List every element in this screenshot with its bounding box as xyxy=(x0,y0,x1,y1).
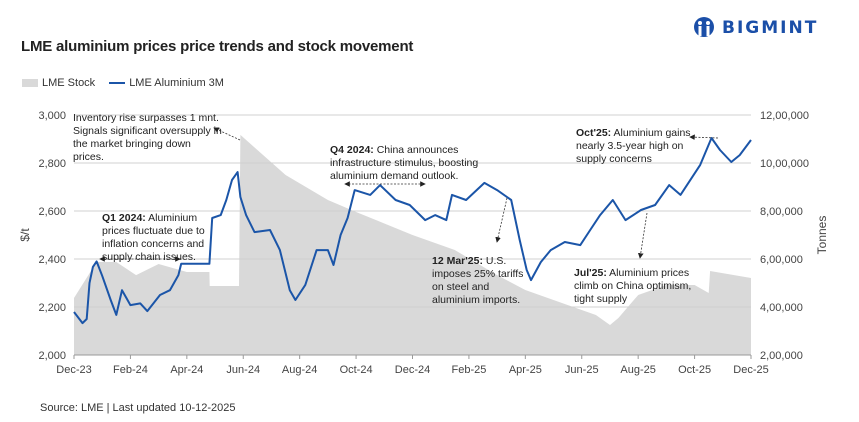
annotation-jul-2025: Jul'25: Aluminium prices climb on China … xyxy=(574,267,692,305)
legend-label-stock: LME Stock xyxy=(42,77,96,89)
x-tick-label: Aug-24 xyxy=(282,364,317,376)
brand-name: BIGMINT xyxy=(722,18,819,38)
inventory-arrow xyxy=(213,127,241,141)
legend-swatch-stock xyxy=(22,79,38,87)
annotation-q4-2024: Q4 2024: China announces infrastructure … xyxy=(330,144,479,182)
chart-title: LME aluminium prices price trends and st… xyxy=(21,38,414,55)
source-note: Source: LME | Last updated 10-12-2025 xyxy=(40,402,236,414)
annotation-mar-2025: 12 Mar'25: U.S. imposes 25% tariffs on s… xyxy=(432,255,524,306)
y-axis-title-left: $/t xyxy=(18,228,32,242)
x-tick-label: Aug-25 xyxy=(620,364,655,376)
bigmint-logo-icon xyxy=(694,17,714,37)
x-tick-label: Dec-24 xyxy=(395,364,430,376)
x-tick-label: Jun-25 xyxy=(565,364,599,376)
y-tick-right: 10,00,000 xyxy=(760,158,809,170)
x-tick-label: Feb-24 xyxy=(113,364,148,376)
y-tick-left: 2,200 xyxy=(38,302,66,314)
y-tick-left: 2,600 xyxy=(38,206,66,218)
x-tick-label: Jun-24 xyxy=(226,364,260,376)
x-tick-label: Oct-25 xyxy=(678,364,711,376)
y-tick-right: 2,00,000 xyxy=(760,350,803,362)
mar-2025-arrow xyxy=(495,197,508,243)
x-tick-label: Dec-25 xyxy=(733,364,768,376)
y-tick-right: 4,00,000 xyxy=(760,302,803,314)
y-tick-right: 8,00,000 xyxy=(760,206,803,218)
annotation-inventory: Inventory rise surpasses 1 mnt. Signals … xyxy=(73,112,222,163)
y-tick-left: 2,000 xyxy=(38,350,66,362)
annotation-oct-2025: Oct'25: Aluminium gains nearly 3.5-year … xyxy=(576,127,691,165)
x-tick-label: Apr-25 xyxy=(509,364,542,376)
bigmint-logo: BIGMINT xyxy=(692,16,818,40)
price-line xyxy=(73,137,752,325)
x-tick-label: Feb-25 xyxy=(451,364,486,376)
oct-2025-arrow xyxy=(689,134,719,140)
x-tick-label: Dec-23 xyxy=(56,364,91,376)
y-axis-title-right: Tonnes xyxy=(815,216,829,255)
legend-label-price: LME Aluminium 3M xyxy=(129,77,224,89)
legend-swatch-price xyxy=(109,82,126,84)
y-tick-left: 2,800 xyxy=(38,158,66,170)
x-tick-label: Apr-24 xyxy=(170,364,203,376)
y-tick-right: 6,00,000 xyxy=(760,254,803,266)
annotation-q1-2024: Q1 2024: Aluminium prices fluctuate due … xyxy=(102,212,205,263)
jul-2025-arrow xyxy=(637,212,648,259)
x-tick-label: Oct-24 xyxy=(340,364,373,376)
stock-area xyxy=(74,134,751,355)
legend: LME Stock LME Aluminium 3M xyxy=(22,77,224,89)
y-tick-right: 12,00,000 xyxy=(760,110,809,122)
y-tick-left: 3,000 xyxy=(38,110,66,122)
y-tick-left: 2,400 xyxy=(38,254,66,266)
